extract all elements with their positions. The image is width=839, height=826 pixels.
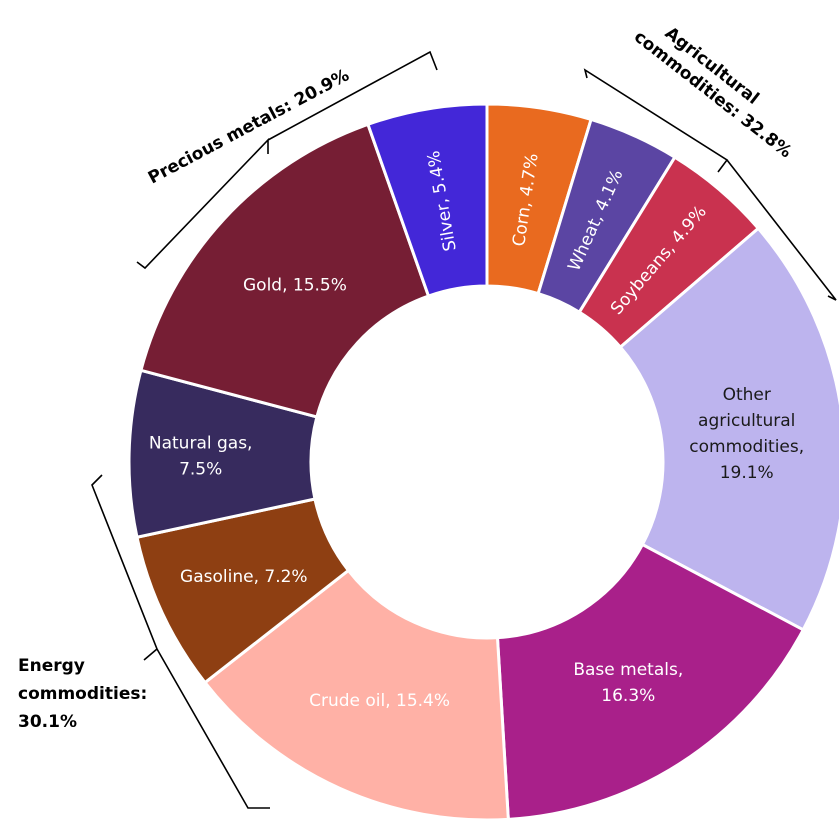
slice-other-agricultural-commodities [618,226,839,632]
energy-bracket [91,474,270,809]
slice-label-other-agricultural-commodities: Other agricultural commodities, 19.1% [689,385,804,483]
slice-label-line: Gasoline, 7.2% [180,567,308,587]
slice-label-line: Other [723,385,771,405]
slice-label-crude-oil: Crude oil, 15.4% [309,691,450,711]
slice-label-line: 19.1% [720,463,774,483]
agricultural-group-label: Agricultural commodities: 32.8% [630,10,809,163]
slice-base-metals [495,542,806,821]
agricultural-group-label-line-2: commodities: 32.8% [630,27,795,162]
slice-label-line: commodities, [689,437,804,457]
slice-crude-oil [202,568,510,822]
energy-group-label: Energy commodities: 30.1% [18,656,153,732]
slice-silver [366,102,489,298]
group-brackets [91,50,837,809]
precious-metals-bracket [136,50,438,270]
energy-group-label-line-3: 30.1% [18,712,77,732]
donut-slices [127,102,839,822]
slice-label-line: Gold, 15.5% [243,276,347,296]
slice-label-line: 7.5% [179,459,222,479]
slice-gold [139,122,431,419]
slice-label-line: Natural gas, [149,433,253,453]
slice-label-natural-gas: Natural gas, 7.5% [149,433,253,479]
slice-label-line: 16.3% [601,686,655,706]
slice-label-gasoline: Gasoline, 7.2% [180,567,308,587]
slice-label-line: Base metals, [573,660,683,680]
slice-label-line: agricultural [698,411,795,431]
energy-group-label-line-2: commodities: [18,684,147,704]
slice-label-base-metals: Base metals, 16.3% [573,660,683,706]
agricultural-bracket [583,68,837,301]
slice-label-line: Crude oil, 15.4% [309,691,450,711]
slice-label-gold: Gold, 15.5% [243,276,347,296]
energy-group-label-line-1: Energy [18,656,85,676]
